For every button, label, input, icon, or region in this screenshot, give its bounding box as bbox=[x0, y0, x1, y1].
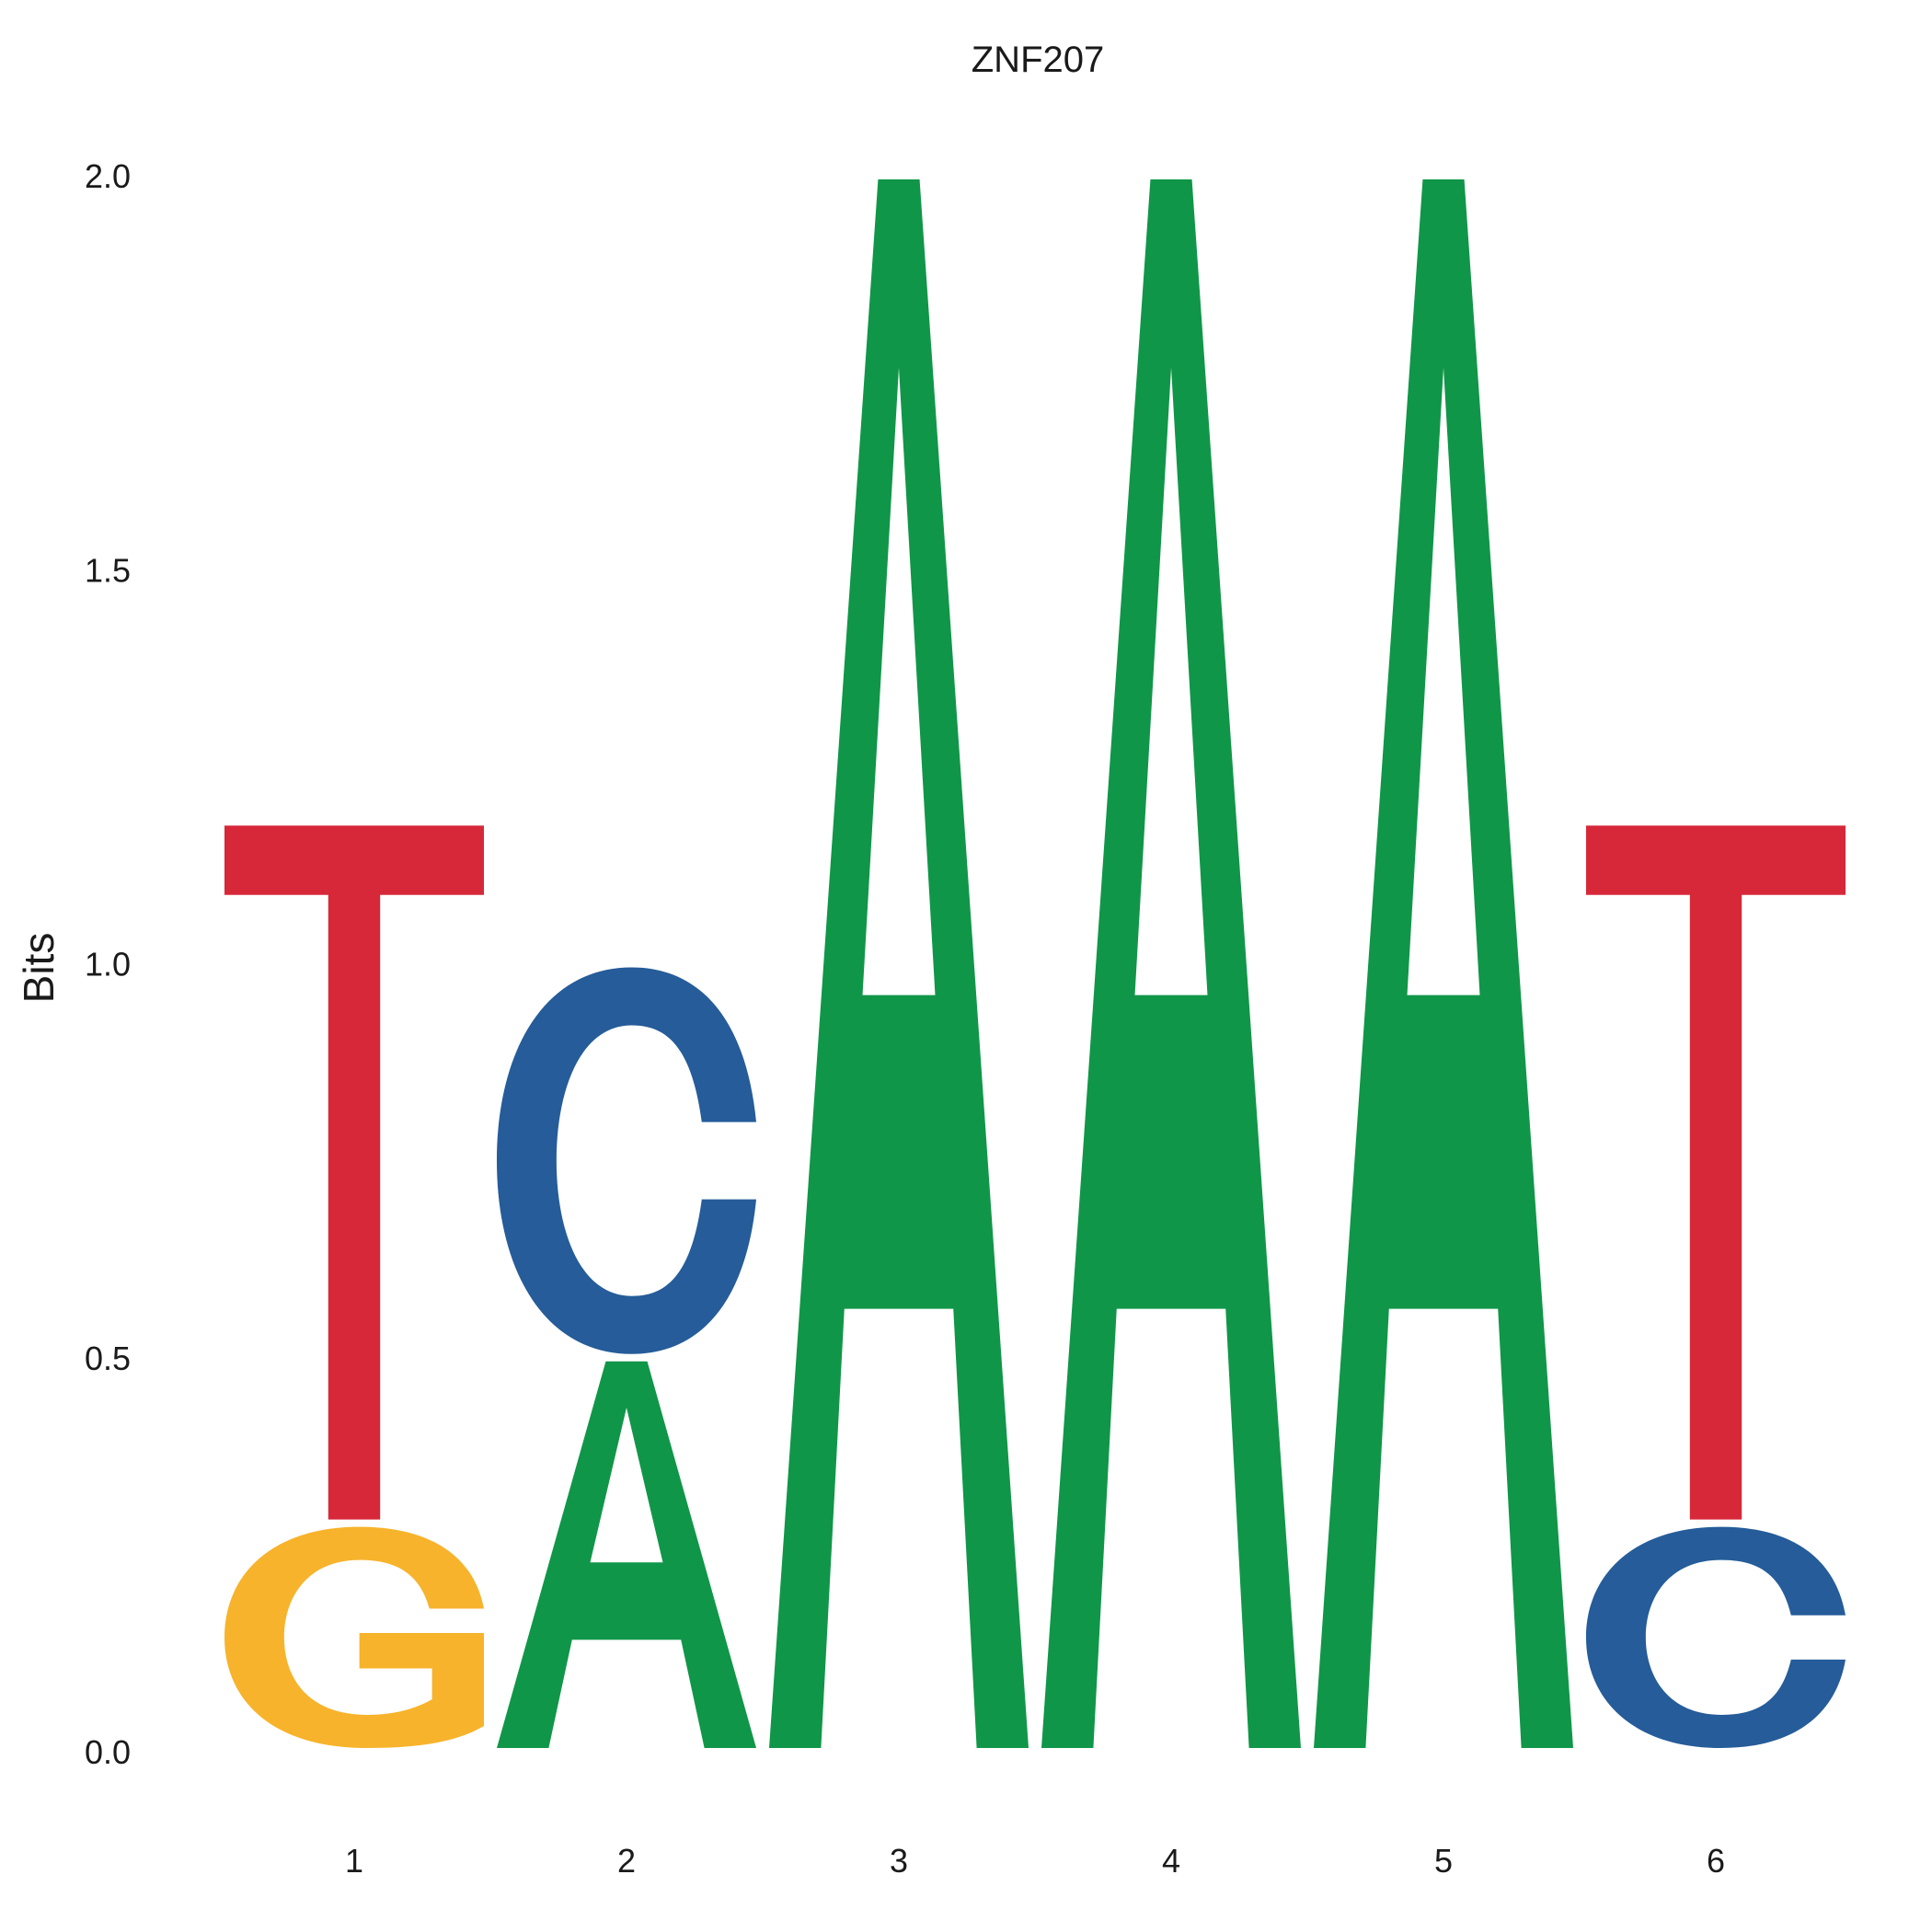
logo-column-2 bbox=[497, 967, 756, 1748]
logo-letter-a bbox=[1041, 179, 1301, 1748]
logo-letter-t bbox=[224, 825, 484, 1520]
logo-letter-g bbox=[224, 1526, 484, 1748]
x-tick-label: 3 bbox=[890, 1842, 908, 1880]
chart-title: ZNF207 bbox=[972, 40, 1105, 80]
x-tick-label: 4 bbox=[1162, 1842, 1180, 1880]
y-tick-label: 1.5 bbox=[85, 551, 131, 589]
x-axis-ticks: 1 2 3 4 5 6 bbox=[345, 1842, 1725, 1880]
x-tick-label: 1 bbox=[345, 1842, 363, 1880]
y-tick-label: 0.5 bbox=[85, 1340, 131, 1377]
logo-column-3 bbox=[769, 179, 1029, 1748]
logo-letter-stacks bbox=[224, 179, 1846, 1748]
y-tick-label: 0.0 bbox=[85, 1733, 131, 1771]
logo-letter-c bbox=[497, 967, 756, 1354]
y-axis-ticks: 0.0 0.5 1.0 1.5 2.0 bbox=[85, 157, 131, 1771]
logo-column-6 bbox=[1586, 825, 1846, 1748]
y-axis-title: Bits bbox=[15, 933, 63, 1004]
logo-letter-a bbox=[497, 1361, 756, 1748]
y-tick-label: 2.0 bbox=[85, 157, 131, 195]
logo-column-1 bbox=[224, 825, 484, 1748]
logo-letter-c bbox=[1586, 1526, 1846, 1748]
x-tick-label: 5 bbox=[1434, 1842, 1453, 1880]
x-tick-label: 2 bbox=[617, 1842, 636, 1880]
logo-letter-a bbox=[769, 179, 1029, 1748]
x-tick-label: 6 bbox=[1707, 1842, 1725, 1880]
logo-letter-t bbox=[1586, 825, 1846, 1520]
y-tick-label: 1.0 bbox=[85, 946, 131, 983]
logo-letter-a bbox=[1314, 179, 1573, 1748]
logo-column-4 bbox=[1041, 179, 1301, 1748]
logo-column-5 bbox=[1314, 179, 1573, 1748]
